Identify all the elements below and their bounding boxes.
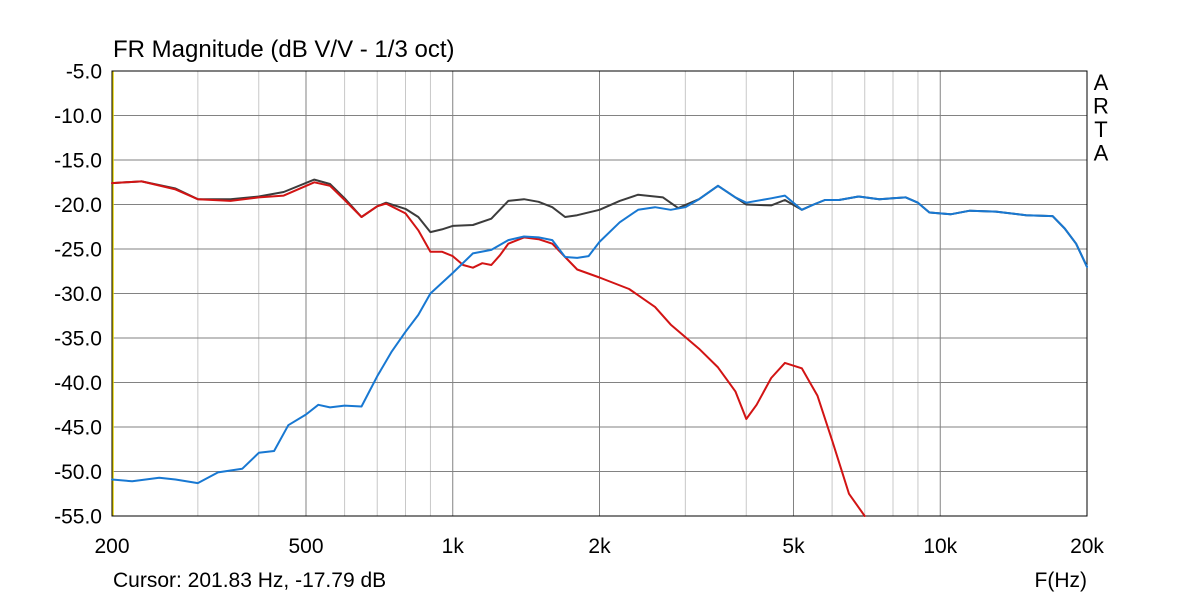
chart-title: FR Magnitude (dB V/V - 1/3 oct): [113, 36, 454, 63]
y-tick-label: -55.0: [54, 506, 102, 529]
y-tick-label: -5.0: [66, 61, 102, 84]
x-tick-label: 500: [288, 535, 323, 558]
series-line-2: [111, 180, 866, 517]
y-tick-label: -45.0: [54, 417, 102, 440]
y-tick-label: -50.0: [54, 461, 102, 484]
x-tick-label: 20k: [1070, 535, 1104, 558]
series-lines: [111, 178, 1088, 517]
cursor-readout: Cursor: 201.83 Hz, -17.79 dB: [113, 569, 386, 592]
x-tick-label: 10k: [923, 535, 957, 558]
x-tick-label: 5k: [782, 535, 805, 558]
y-tick-label: -25.0: [54, 239, 102, 262]
major-gridlines: [112, 71, 1087, 516]
x-tick-label: 1k: [442, 535, 465, 558]
y-tick-label: -35.0: [54, 328, 102, 351]
y-tick-label: -30.0: [54, 283, 102, 306]
watermark-letter: T: [1094, 117, 1107, 142]
y-tick-label: -40.0: [54, 372, 102, 395]
y-tick-label: -15.0: [54, 150, 102, 173]
y-tick-labels: -5.0 -10.0 -15.0 -20.0 -25.0 -30.0 -35.0 -40.0 -…: [54, 61, 102, 529]
watermark-letter: A: [1094, 141, 1109, 166]
x-tick-label: 2k: [588, 535, 611, 558]
x-tick-label: 200: [94, 535, 129, 558]
y-tick-label: -20.0: [54, 194, 102, 217]
watermark-letter: A: [1094, 70, 1109, 95]
plot-frame: [111, 70, 1088, 517]
y-tick-label: -10.0: [54, 105, 102, 128]
x-tick-labels: 200 500 1k 2k 5k 10k 20k: [94, 535, 1104, 558]
x-axis-label: F(Hz): [1035, 569, 1087, 592]
series-line-3: [111, 184, 1088, 485]
watermark-letter: R: [1093, 94, 1109, 119]
